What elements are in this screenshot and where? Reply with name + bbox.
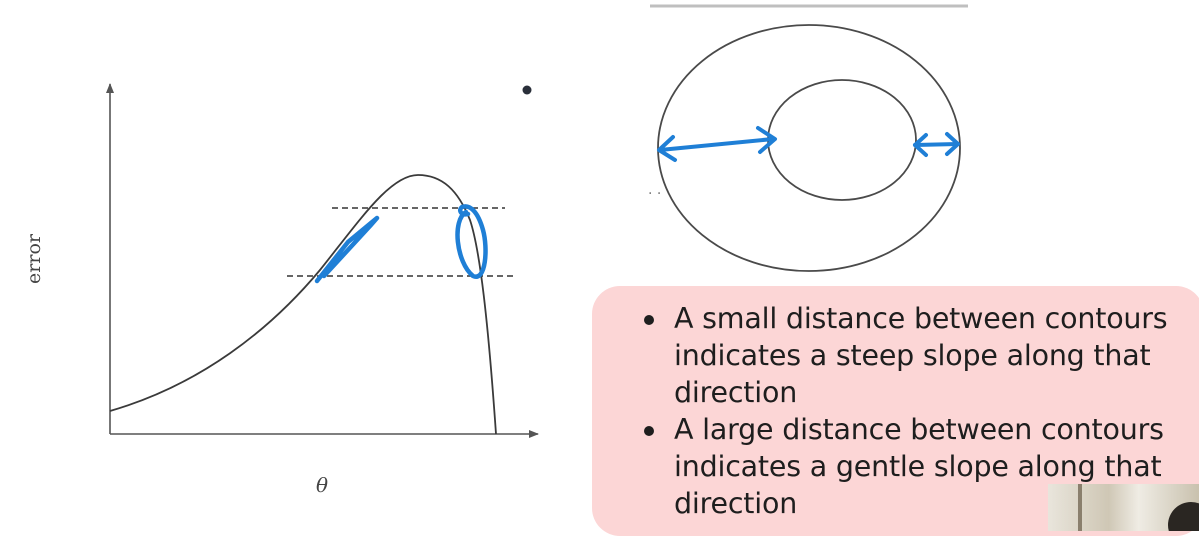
bullet-line: A small distance between contours xyxy=(674,302,1168,335)
outer-contour xyxy=(657,24,961,272)
narrow-gap-arrow xyxy=(913,132,960,157)
inner-contour xyxy=(767,79,917,201)
bullet-line: indicates a gentle slope along that xyxy=(674,450,1162,483)
bullet-list: A small distance between contours indica… xyxy=(644,300,1199,522)
webcam-doorframe xyxy=(1078,484,1082,531)
bullet-line: direction xyxy=(674,487,798,520)
bullet-small-distance: A small distance between contours indica… xyxy=(644,300,1199,411)
bullet-line: indicates a steep slope along that xyxy=(674,339,1151,372)
bullet-line: direction xyxy=(674,376,798,409)
contour-diagram: . . xyxy=(648,24,961,272)
loop-annotation xyxy=(455,204,488,279)
stray-mark: . . xyxy=(648,182,661,198)
x-axis-label: θ xyxy=(316,473,328,497)
error-curve xyxy=(109,174,497,435)
bullet-large-distance: A large distance between contours indica… xyxy=(644,411,1199,522)
y-axis-label: error xyxy=(23,233,45,284)
bullet-line: A large distance between contours xyxy=(674,413,1164,446)
dot-marker xyxy=(522,85,532,95)
wide-gap-arrow xyxy=(657,126,777,162)
steep-slope-annotation xyxy=(314,215,380,284)
webcam-overlay xyxy=(1048,484,1199,531)
error-plot: error θ xyxy=(23,83,539,497)
